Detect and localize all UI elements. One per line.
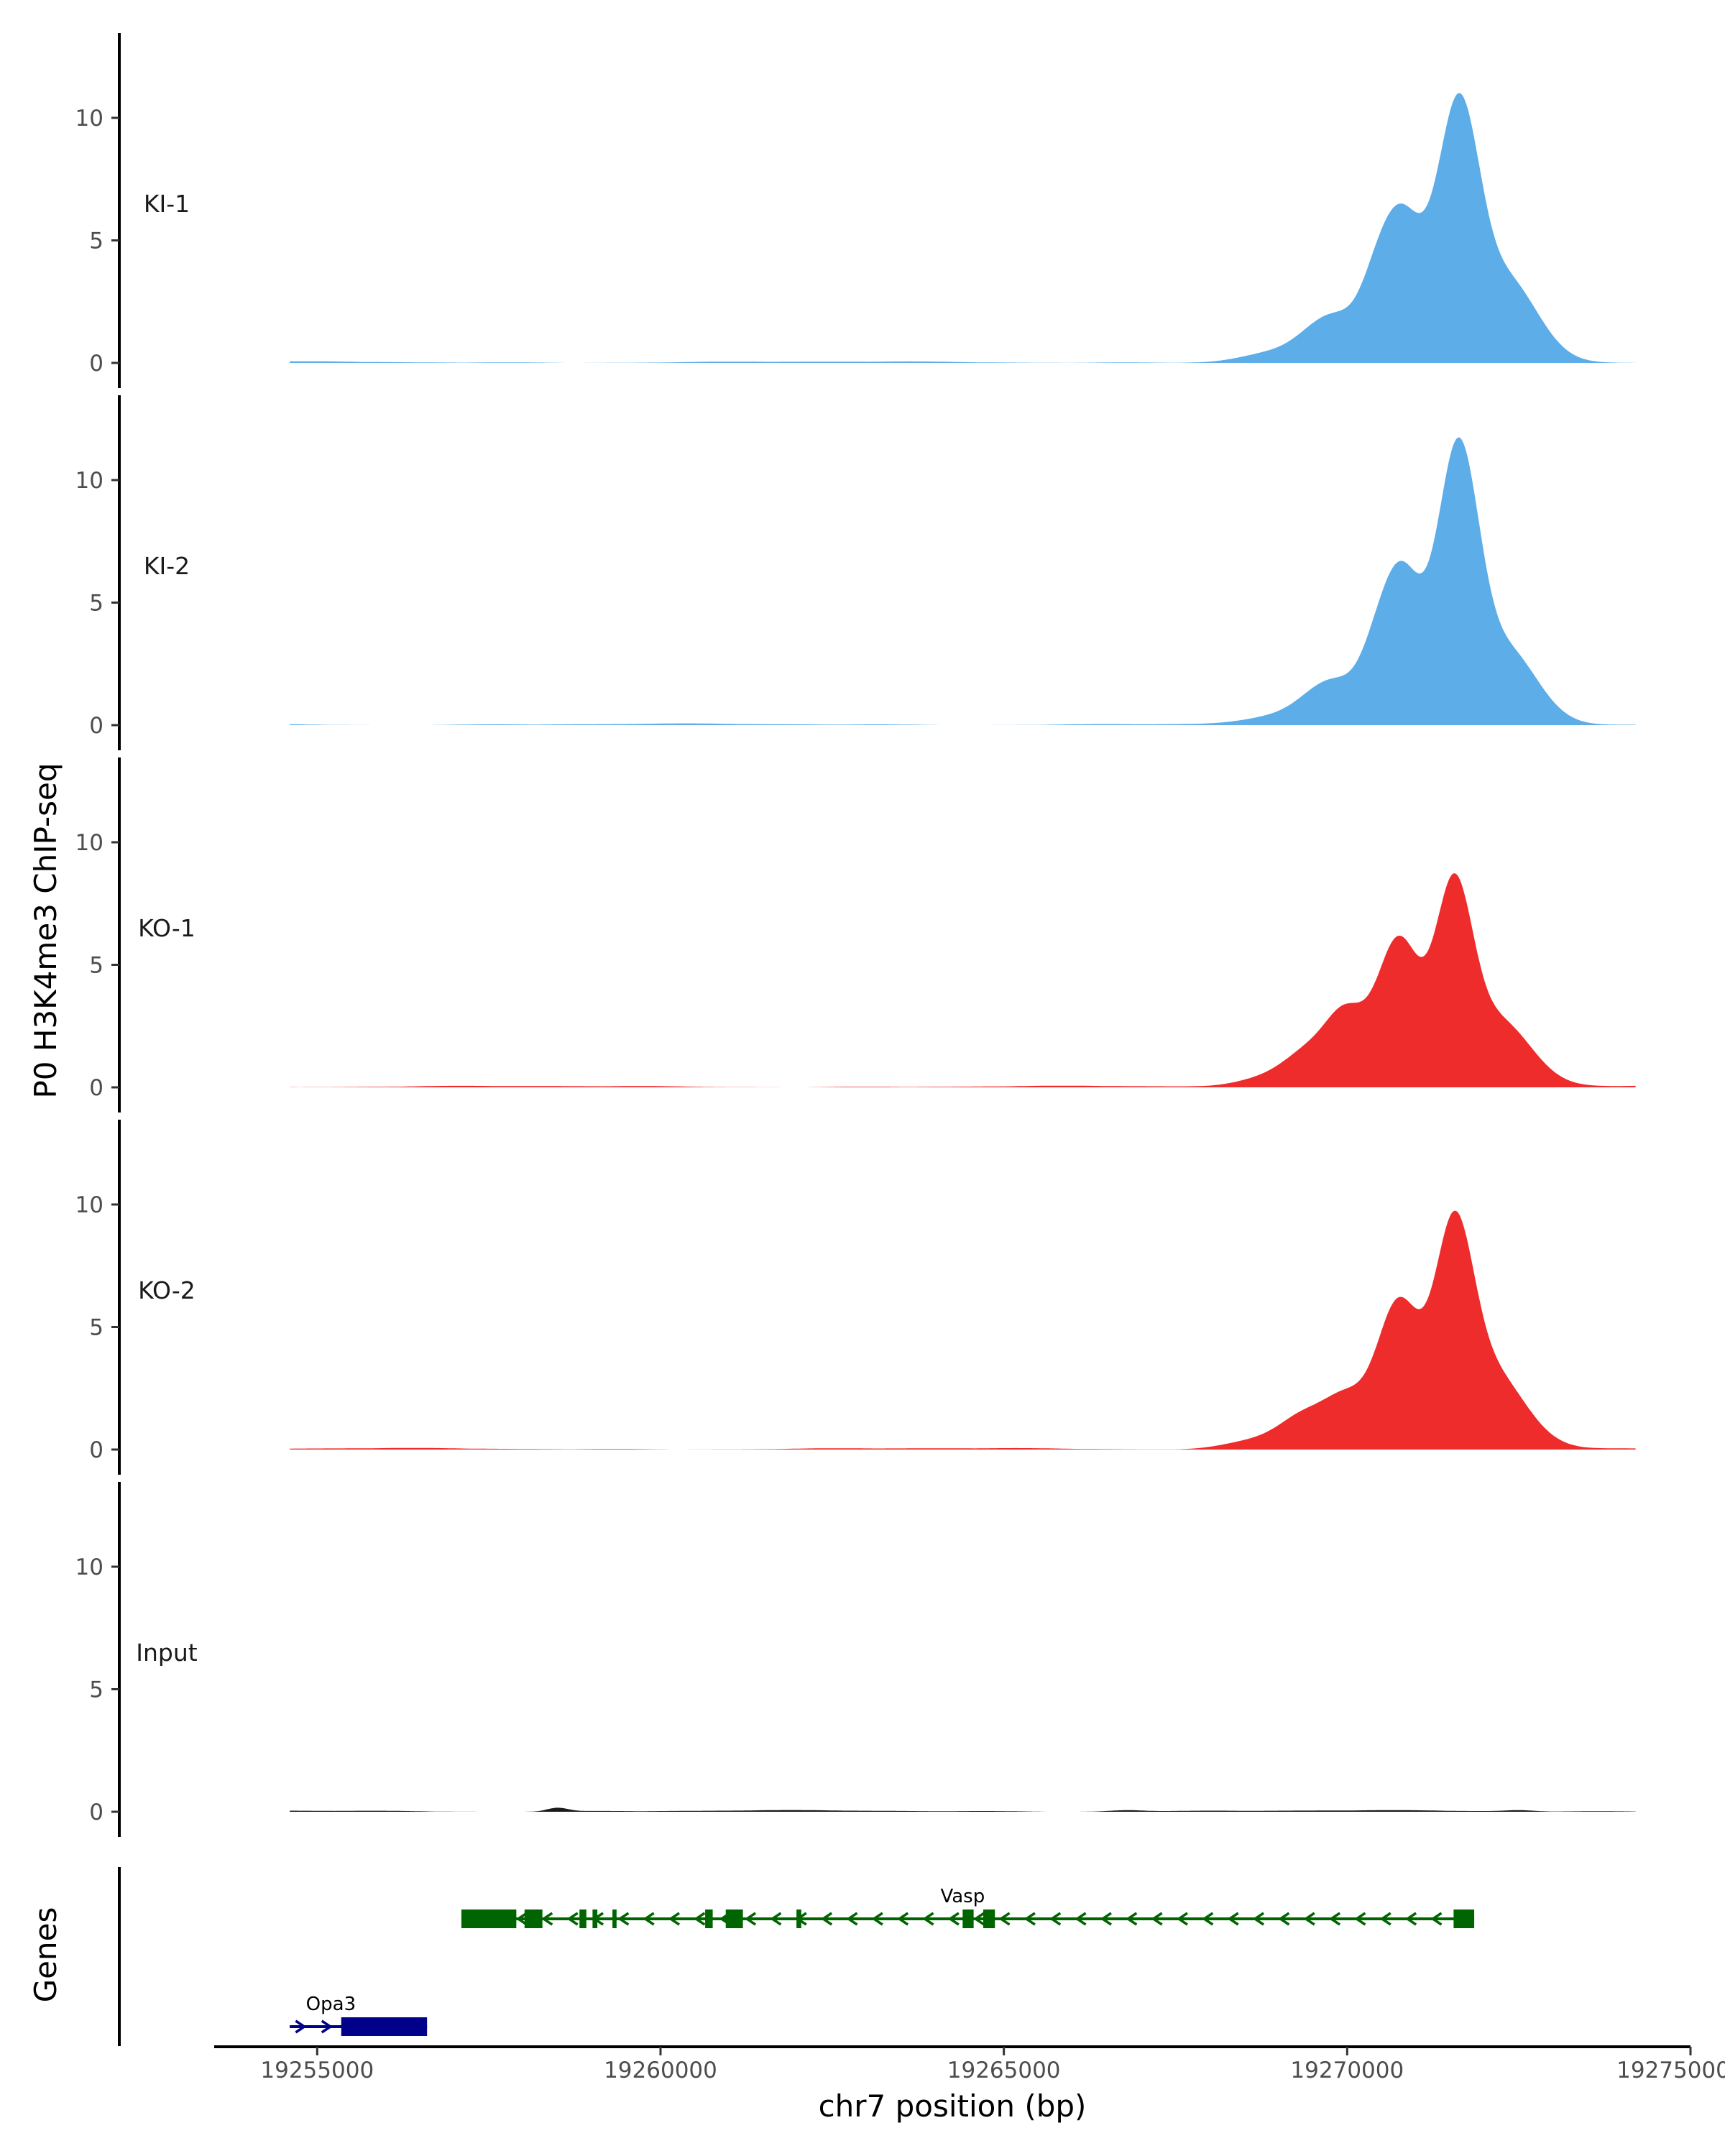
strand-chevron — [846, 1912, 858, 1926]
track-ko-2: 0 5 10 KO-2 — [75, 1120, 1636, 1475]
strand-chevron — [1227, 1912, 1239, 1926]
strand-chevron — [947, 1912, 960, 1926]
track-label-ko-2: KO-2 — [138, 1276, 196, 1304]
exon-vasp-5 — [612, 1909, 617, 1928]
strand-chevron — [321, 2019, 333, 2034]
strand-chevron — [744, 1912, 757, 1926]
y-tick-label-ki-1-0: 0 — [89, 351, 104, 377]
gene-label-opa3: Opa3 — [306, 1994, 356, 2015]
genes-axis-title: Genes — [28, 1907, 63, 2003]
x-axis: 19255000 19260000 19265000 19270000 19275000 — [214, 2045, 1725, 2083]
signal-area-input — [290, 1807, 1636, 1812]
track-label-ki-2: KI-2 — [144, 552, 190, 580]
exon-opa3-1 — [341, 2017, 428, 2036]
y-tick-label-ko-1-10: 10 — [75, 830, 104, 856]
x-tick-label-19265000: 19265000 — [947, 2058, 1061, 2083]
y-tick-label-ko-1-0: 0 — [89, 1075, 104, 1101]
signal-area-ko-2 — [290, 1210, 1636, 1450]
strand-chevron — [1176, 1912, 1188, 1926]
track-ki-1: 0 5 10 KI-1 — [75, 33, 1636, 388]
strand-chevron — [1303, 1912, 1315, 1926]
track-label-input: Input — [136, 1639, 198, 1667]
track-input: 0 5 10 Input — [75, 1482, 1636, 1837]
x-tick-label-19255000: 19255000 — [260, 2058, 374, 2083]
exon-vasp-3 — [579, 1909, 586, 1928]
strand-chevron — [1278, 1912, 1290, 1926]
strand-chevron — [1379, 1912, 1392, 1926]
track-label-ki-1: KI-1 — [144, 190, 190, 218]
exon-vasp-8 — [796, 1909, 801, 1928]
strand-chevron — [643, 1912, 655, 1926]
strand-chevron — [668, 1912, 681, 1926]
exon-vasp-11 — [1453, 1909, 1475, 1928]
y-tick-label-ki-2-0: 0 — [89, 713, 104, 739]
gene-opa3: Opa3 — [290, 1994, 428, 2036]
exon-vasp-2 — [524, 1909, 543, 1928]
strand-chevron — [998, 1912, 1011, 1926]
strand-chevron — [1151, 1912, 1163, 1926]
track-ki-2: 0 5 10 KI-2 — [75, 395, 1636, 750]
strand-chevron — [515, 1912, 528, 1926]
y-tick-label-ko-2-5: 5 — [89, 1315, 104, 1341]
strand-chevron — [566, 1912, 579, 1926]
strand-chevron — [1075, 1912, 1087, 1926]
y-tick-label-ko-2-0: 0 — [89, 1437, 104, 1463]
y-axis-title: P0 H3K4me3 ChIP-seq — [28, 763, 63, 1098]
exon-vasp-7 — [725, 1909, 743, 1928]
strand-chevron — [1354, 1912, 1366, 1926]
y-tick-label-ki-2-10: 10 — [75, 468, 104, 494]
y-tick-label-ki-1-5: 5 — [89, 229, 104, 254]
y-tick-label-input-0: 0 — [89, 1800, 104, 1825]
signal-area-ko-1 — [290, 873, 1636, 1087]
strand-chevron — [1328, 1912, 1341, 1926]
x-tick-label-19270000: 19270000 — [1290, 2058, 1404, 2083]
gene-vasp: Vasp — [461, 1886, 1475, 1928]
signal-area-ki-1 — [290, 93, 1636, 363]
strand-chevron — [1404, 1912, 1417, 1926]
strand-chevron — [1202, 1912, 1214, 1926]
y-tick-label-input-10: 10 — [75, 1554, 104, 1580]
exon-vasp-4 — [592, 1909, 598, 1928]
strand-chevron — [770, 1912, 782, 1926]
strand-chevron — [1126, 1912, 1138, 1926]
signal-area-ki-2 — [290, 437, 1636, 725]
strand-chevron — [1049, 1912, 1062, 1926]
genes-track: Vasp Opa3 — [118, 1867, 1475, 2046]
exon-vasp-10 — [983, 1909, 995, 1928]
strand-chevron — [1024, 1912, 1036, 1926]
y-tick-label-ko-1-5: 5 — [89, 953, 104, 979]
strand-chevron — [1430, 1912, 1443, 1926]
strand-chevron — [295, 2019, 307, 2034]
x-axis-title: chr7 position (bp) — [819, 2088, 1087, 2124]
strand-chevron — [1252, 1912, 1265, 1926]
strand-chevron — [694, 1912, 706, 1926]
strand-chevron — [922, 1912, 934, 1926]
y-tick-label-input-5: 5 — [89, 1677, 104, 1703]
y-tick-label-ki-2-5: 5 — [89, 591, 104, 617]
strand-chevron — [897, 1912, 909, 1926]
exon-vasp-6 — [705, 1909, 713, 1928]
x-tick-label-19260000: 19260000 — [604, 2058, 717, 2083]
strand-chevron — [820, 1912, 833, 1926]
strand-chevron — [1100, 1912, 1112, 1926]
strand-chevron — [541, 1912, 553, 1926]
strand-chevron — [973, 1912, 985, 1926]
track-label-ko-1: KO-1 — [138, 914, 196, 942]
y-tick-label-ko-2-10: 10 — [75, 1192, 104, 1218]
strand-chevron — [617, 1912, 630, 1926]
exon-vasp-9 — [962, 1909, 974, 1928]
gene-label-vasp: Vasp — [940, 1886, 985, 1907]
signal-tracks: 0 5 10 KI-1 0 5 10 KI-2 0 5 10 KO-1 0 5 10 KO-2 0 5 10 Inpu… — [75, 33, 1636, 1837]
x-tick-label-19275000: 19275000 — [1616, 2058, 1725, 2083]
exon-vasp-1 — [461, 1909, 517, 1928]
strand-chevron — [871, 1912, 883, 1926]
track-ko-1: 0 5 10 KO-1 — [75, 757, 1636, 1112]
y-tick-label-ki-1-10: 10 — [75, 106, 104, 132]
